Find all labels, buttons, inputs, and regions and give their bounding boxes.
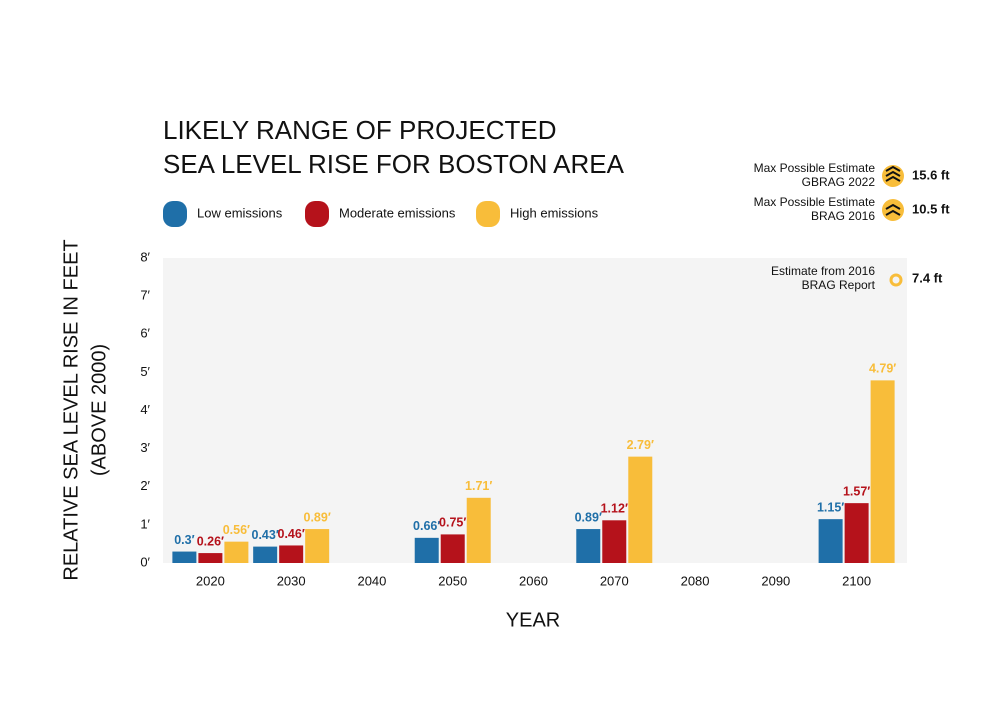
annotation-value: 15.6 ft xyxy=(912,167,950,182)
y-tick-label: 2′ xyxy=(140,478,150,493)
y-tick-label: 0′ xyxy=(140,554,150,569)
y-tick-label: 1′ xyxy=(140,516,150,531)
x-tick-label: 2020 xyxy=(196,573,225,588)
x-tick-label: 2060 xyxy=(519,573,548,588)
bar xyxy=(440,534,465,563)
annotation-icon xyxy=(885,165,901,182)
value-label: 0.66′ xyxy=(413,519,440,533)
bar xyxy=(844,503,869,563)
value-label: 0.26′ xyxy=(197,534,224,548)
annotation-value: 10.5 ft xyxy=(912,201,950,216)
y-tick-label: 7′ xyxy=(140,288,150,303)
value-label: 1.12′ xyxy=(601,502,628,516)
y-tick-label: 4′ xyxy=(140,402,150,417)
x-axis-label: YEAR xyxy=(506,609,560,631)
x-tick-label: 2050 xyxy=(438,573,467,588)
y-axis-label: RELATIVE SEA LEVEL RISE IN FEET xyxy=(60,239,82,580)
value-label: 0.46′ xyxy=(278,527,305,541)
value-label: 0.75′ xyxy=(439,516,466,530)
value-label: 0.56′ xyxy=(223,523,250,537)
bar xyxy=(818,519,843,563)
legend-label: High emissions xyxy=(510,205,599,220)
annotation-icon xyxy=(885,203,901,216)
chart-title: LIKELY RANGE OF PROJECTED xyxy=(163,115,556,145)
x-tick-label: 2090 xyxy=(761,573,790,588)
bar xyxy=(305,529,330,563)
annotation-value: 7.4 ft xyxy=(912,270,943,285)
legend-swatch xyxy=(163,201,187,227)
value-label: 0.43′ xyxy=(252,528,279,542)
bar xyxy=(602,520,627,563)
bar xyxy=(279,545,304,563)
y-tick-label: 3′ xyxy=(140,440,150,455)
legend-swatch xyxy=(305,201,329,227)
x-tick-label: 2100 xyxy=(842,573,871,588)
value-label: 4.79′ xyxy=(869,362,896,376)
legend-label: Low emissions xyxy=(197,205,283,220)
bar xyxy=(198,553,223,563)
annotation-text: Estimate from 2016 xyxy=(771,264,875,278)
value-label: 0.3′ xyxy=(174,533,194,547)
bar xyxy=(414,537,439,563)
x-tick-label: 2030 xyxy=(277,573,306,588)
value-label: 1.15′ xyxy=(817,500,844,514)
annotation-text: Max Possible Estimate xyxy=(754,161,876,175)
bar xyxy=(576,529,601,563)
legend-label: Moderate emissions xyxy=(339,205,456,220)
value-label: 0.89′ xyxy=(304,510,331,524)
bar xyxy=(870,380,895,563)
annotation-text: BRAG Report xyxy=(802,278,876,292)
value-label: 1.71′ xyxy=(465,479,492,493)
value-label: 1.57′ xyxy=(843,484,870,498)
y-tick-label: 6′ xyxy=(140,326,150,341)
annotation-text: BRAG 2016 xyxy=(811,209,875,223)
y-tick-label: 8′ xyxy=(140,249,150,264)
bar xyxy=(224,541,249,563)
x-tick-label: 2040 xyxy=(357,573,386,588)
legend-swatch xyxy=(476,201,500,227)
y-axis-label: (ABOVE 2000) xyxy=(88,344,110,476)
plot-area xyxy=(163,258,907,563)
annotation-text: GBRAG 2022 xyxy=(802,175,876,189)
value-label: 0.89′ xyxy=(575,510,602,524)
annotation-icon xyxy=(889,273,903,287)
annotation-text: Max Possible Estimate xyxy=(754,195,876,209)
chart-title: SEA LEVEL RISE FOR BOSTON AREA xyxy=(163,149,625,179)
bar xyxy=(172,551,197,563)
x-tick-label: 2070 xyxy=(600,573,629,588)
x-tick-label: 2080 xyxy=(681,573,710,588)
bar xyxy=(466,497,491,563)
value-label: 2.79′ xyxy=(627,438,654,452)
bar xyxy=(628,456,653,563)
bar xyxy=(253,546,278,563)
y-tick-label: 5′ xyxy=(140,364,150,379)
